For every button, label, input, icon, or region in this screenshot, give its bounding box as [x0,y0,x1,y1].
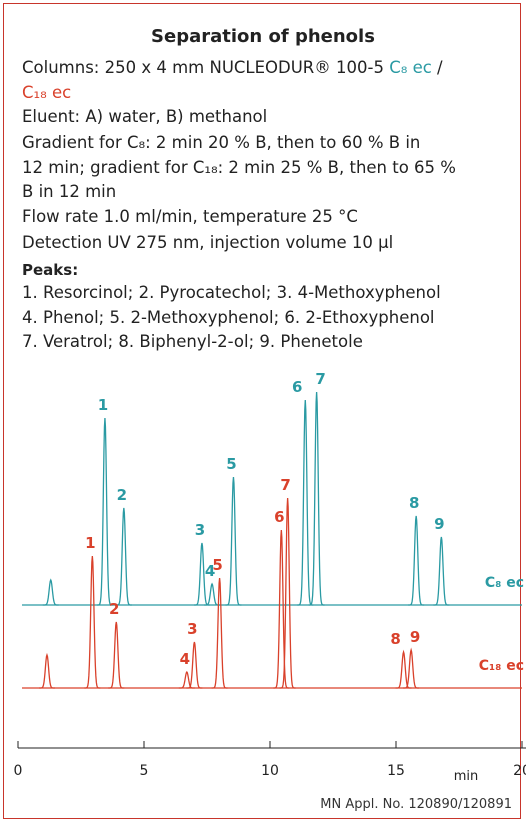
peak-label: 2 [117,486,127,504]
peak-label: 4 [180,650,190,668]
peak [297,399,314,606]
condition: B in 12 min [22,182,117,201]
peak [42,578,59,606]
peak-label: 1 [98,396,108,414]
peak [211,577,228,689]
peak-label: 4 [205,562,215,580]
peak-label: 6 [274,508,284,526]
peak-label: 5 [212,556,222,574]
x-tick-label: 0 [14,763,23,779]
x-tick-label: 20 [513,763,526,779]
c18-label: C₁₈ ec [22,82,72,102]
condition: Flow rate 1.0 ml/min, temperature 25 °C [22,206,358,226]
columns-line: Columns: 250 x 4 mm NUCLEODUR® 100-5 C₈ … [22,56,456,81]
peak-label: 9 [410,628,420,646]
peak-label: 8 [409,494,419,512]
series-label: C₁₈ ec [479,658,524,674]
peaks-heading: Peaks: [22,261,79,279]
peaks-line: 4. Phenol; 5. 2-Methoxyphenol; 6. 2-Etho… [22,307,435,327]
peak-label: 5 [226,455,236,473]
peak-label: 6 [292,378,302,396]
x-tick-label: 5 [140,763,149,779]
peak [225,476,242,606]
peak [308,391,325,606]
peak-label: 2 [109,600,119,618]
peak-label: 7 [280,476,290,494]
text: / [431,58,443,77]
c8-label: C₈ ec [389,58,432,77]
peak-label: 1 [85,534,95,552]
peak [115,507,132,606]
peak [403,647,420,689]
condition: Gradient for C₈: 2 min 20 % B, then to 6… [22,133,421,152]
x-axis-label: min [454,769,479,784]
peak [108,621,125,689]
peak [433,536,450,606]
condition: Detection UV 275 nm, injection volume 10… [22,232,394,252]
peaks-line: 1. Resorcinol; 2. Pyrocatechol; 3. 4-Met… [22,283,441,302]
peaks-line: 7. Veratrol; 8. Biphenyl-2-ol; 9. Phenet… [22,332,363,351]
peak [178,670,195,689]
condition: 12 min; gradient for C₁₈: 2 min 25 % B, … [22,157,456,177]
footer: MN Appl. No. 120890/120891 [320,797,512,812]
peak [204,582,221,606]
peak [395,649,412,689]
peak [186,641,203,689]
series-label: C₈ ec [485,575,524,591]
x-tick-label: 15 [387,763,405,779]
peak-label: 7 [315,370,325,388]
peak [408,515,425,606]
frame [3,3,521,819]
peak-label: 9 [434,515,444,533]
peak [96,417,113,606]
text: Columns: 250 x 4 mm NUCLEODUR® 100-5 [22,58,390,77]
conditions: Columns: 250 x 4 mm NUCLEODUR® 100-5 C₈ … [22,56,456,355]
peak [38,652,55,689]
peak [84,555,101,689]
peak [279,497,296,689]
peak-label: 3 [187,620,197,638]
peak [273,529,290,689]
peak-label: 3 [195,521,205,539]
condition: Eluent: A) water, B) methanol [22,107,268,126]
title: Separation of phenols [151,26,375,47]
x-tick-label: 10 [261,763,279,779]
peak-label: 8 [390,630,400,648]
